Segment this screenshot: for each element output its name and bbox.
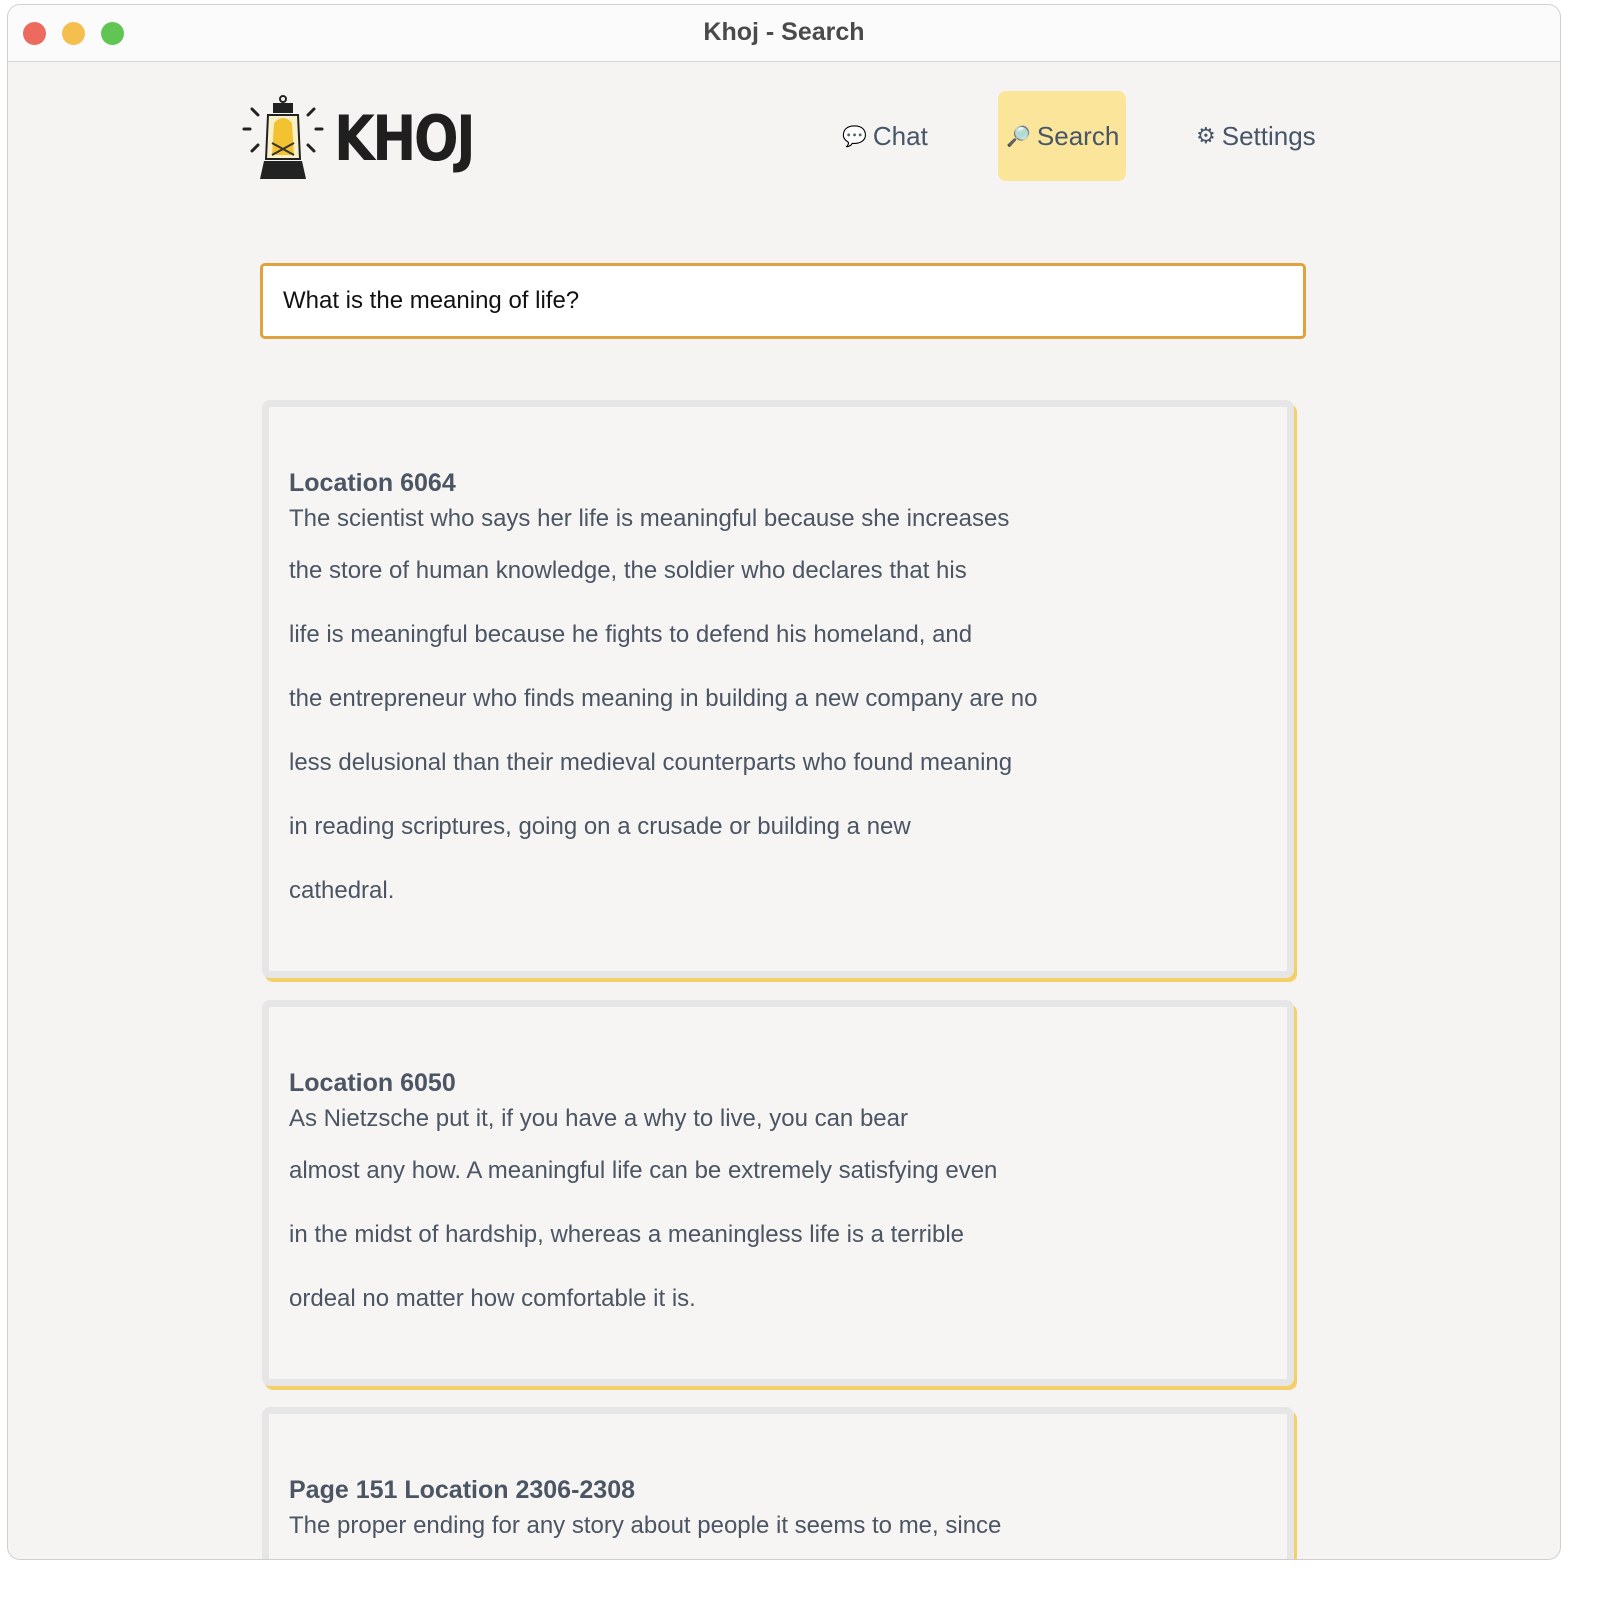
result-line: The scientist who says her life is meani… bbox=[289, 505, 1010, 532]
result-heading: Location 6064 bbox=[289, 469, 456, 497]
result-line: the store of human knowledge, the soldie… bbox=[289, 557, 967, 584]
title-bar: Khoj - Search bbox=[8, 5, 1560, 62]
lantern-icon bbox=[242, 95, 324, 179]
search-box[interactable] bbox=[260, 263, 1306, 339]
close-window-button[interactable] bbox=[23, 22, 46, 45]
nav-search[interactable]: 🔎 Search bbox=[998, 91, 1126, 181]
nav-chat-label: Chat bbox=[872, 120, 928, 151]
app-window: Khoj - Search KHOJ 💬 Chat 🔎 Search ⚙ Set… bbox=[8, 5, 1560, 1559]
speech-bubble-icon: 💬 bbox=[842, 125, 867, 148]
result-line: cathedral. bbox=[289, 877, 395, 904]
result-line: The proper ending for any story about pe… bbox=[289, 1512, 1002, 1539]
result-line: in reading scriptures, going on a crusad… bbox=[289, 813, 911, 840]
nav-chat[interactable]: 💬 Chat bbox=[834, 91, 936, 181]
magnifier-icon: 🔎 bbox=[1006, 125, 1031, 148]
nav-settings-label: Settings bbox=[1221, 120, 1316, 151]
result-card: Location 6064 The scientist who says her… bbox=[262, 400, 1294, 978]
result-card: Page 151 Location 2306-2308 The proper e… bbox=[262, 1407, 1294, 1559]
search-input[interactable] bbox=[263, 266, 1303, 336]
nav-settings[interactable]: ⚙ Settings bbox=[1188, 91, 1324, 181]
result-card: Location 6050 As Nietzsche put it, if yo… bbox=[262, 1000, 1294, 1386]
result-heading: Location 6050 bbox=[289, 1069, 456, 1097]
minimize-window-button[interactable] bbox=[62, 22, 85, 45]
result-line: in the midst of hardship, whereas a mean… bbox=[289, 1221, 964, 1248]
maximize-window-button[interactable] bbox=[101, 22, 124, 45]
result-line: almost any how. A meaningful life can be… bbox=[289, 1157, 998, 1184]
khoj-logo[interactable]: KHOJ bbox=[240, 93, 498, 183]
gear-icon: ⚙ bbox=[1196, 123, 1216, 148]
result-line: the entrepreneur who finds meaning in bu… bbox=[289, 685, 1038, 712]
nav-search-label: Search bbox=[1036, 120, 1120, 151]
window-title: Khoj - Search bbox=[703, 18, 865, 46]
result-line: As Nietzsche put it, if you have a why t… bbox=[289, 1105, 908, 1132]
result-line: ordeal no matter how comfortable it is. bbox=[289, 1285, 696, 1312]
result-line: life is meaningful because he fights to … bbox=[289, 621, 973, 648]
logo-text: KHOJ bbox=[334, 101, 476, 175]
result-heading: Page 151 Location 2306-2308 bbox=[289, 1476, 636, 1504]
result-line: less delusional than their medieval coun… bbox=[289, 749, 1013, 776]
